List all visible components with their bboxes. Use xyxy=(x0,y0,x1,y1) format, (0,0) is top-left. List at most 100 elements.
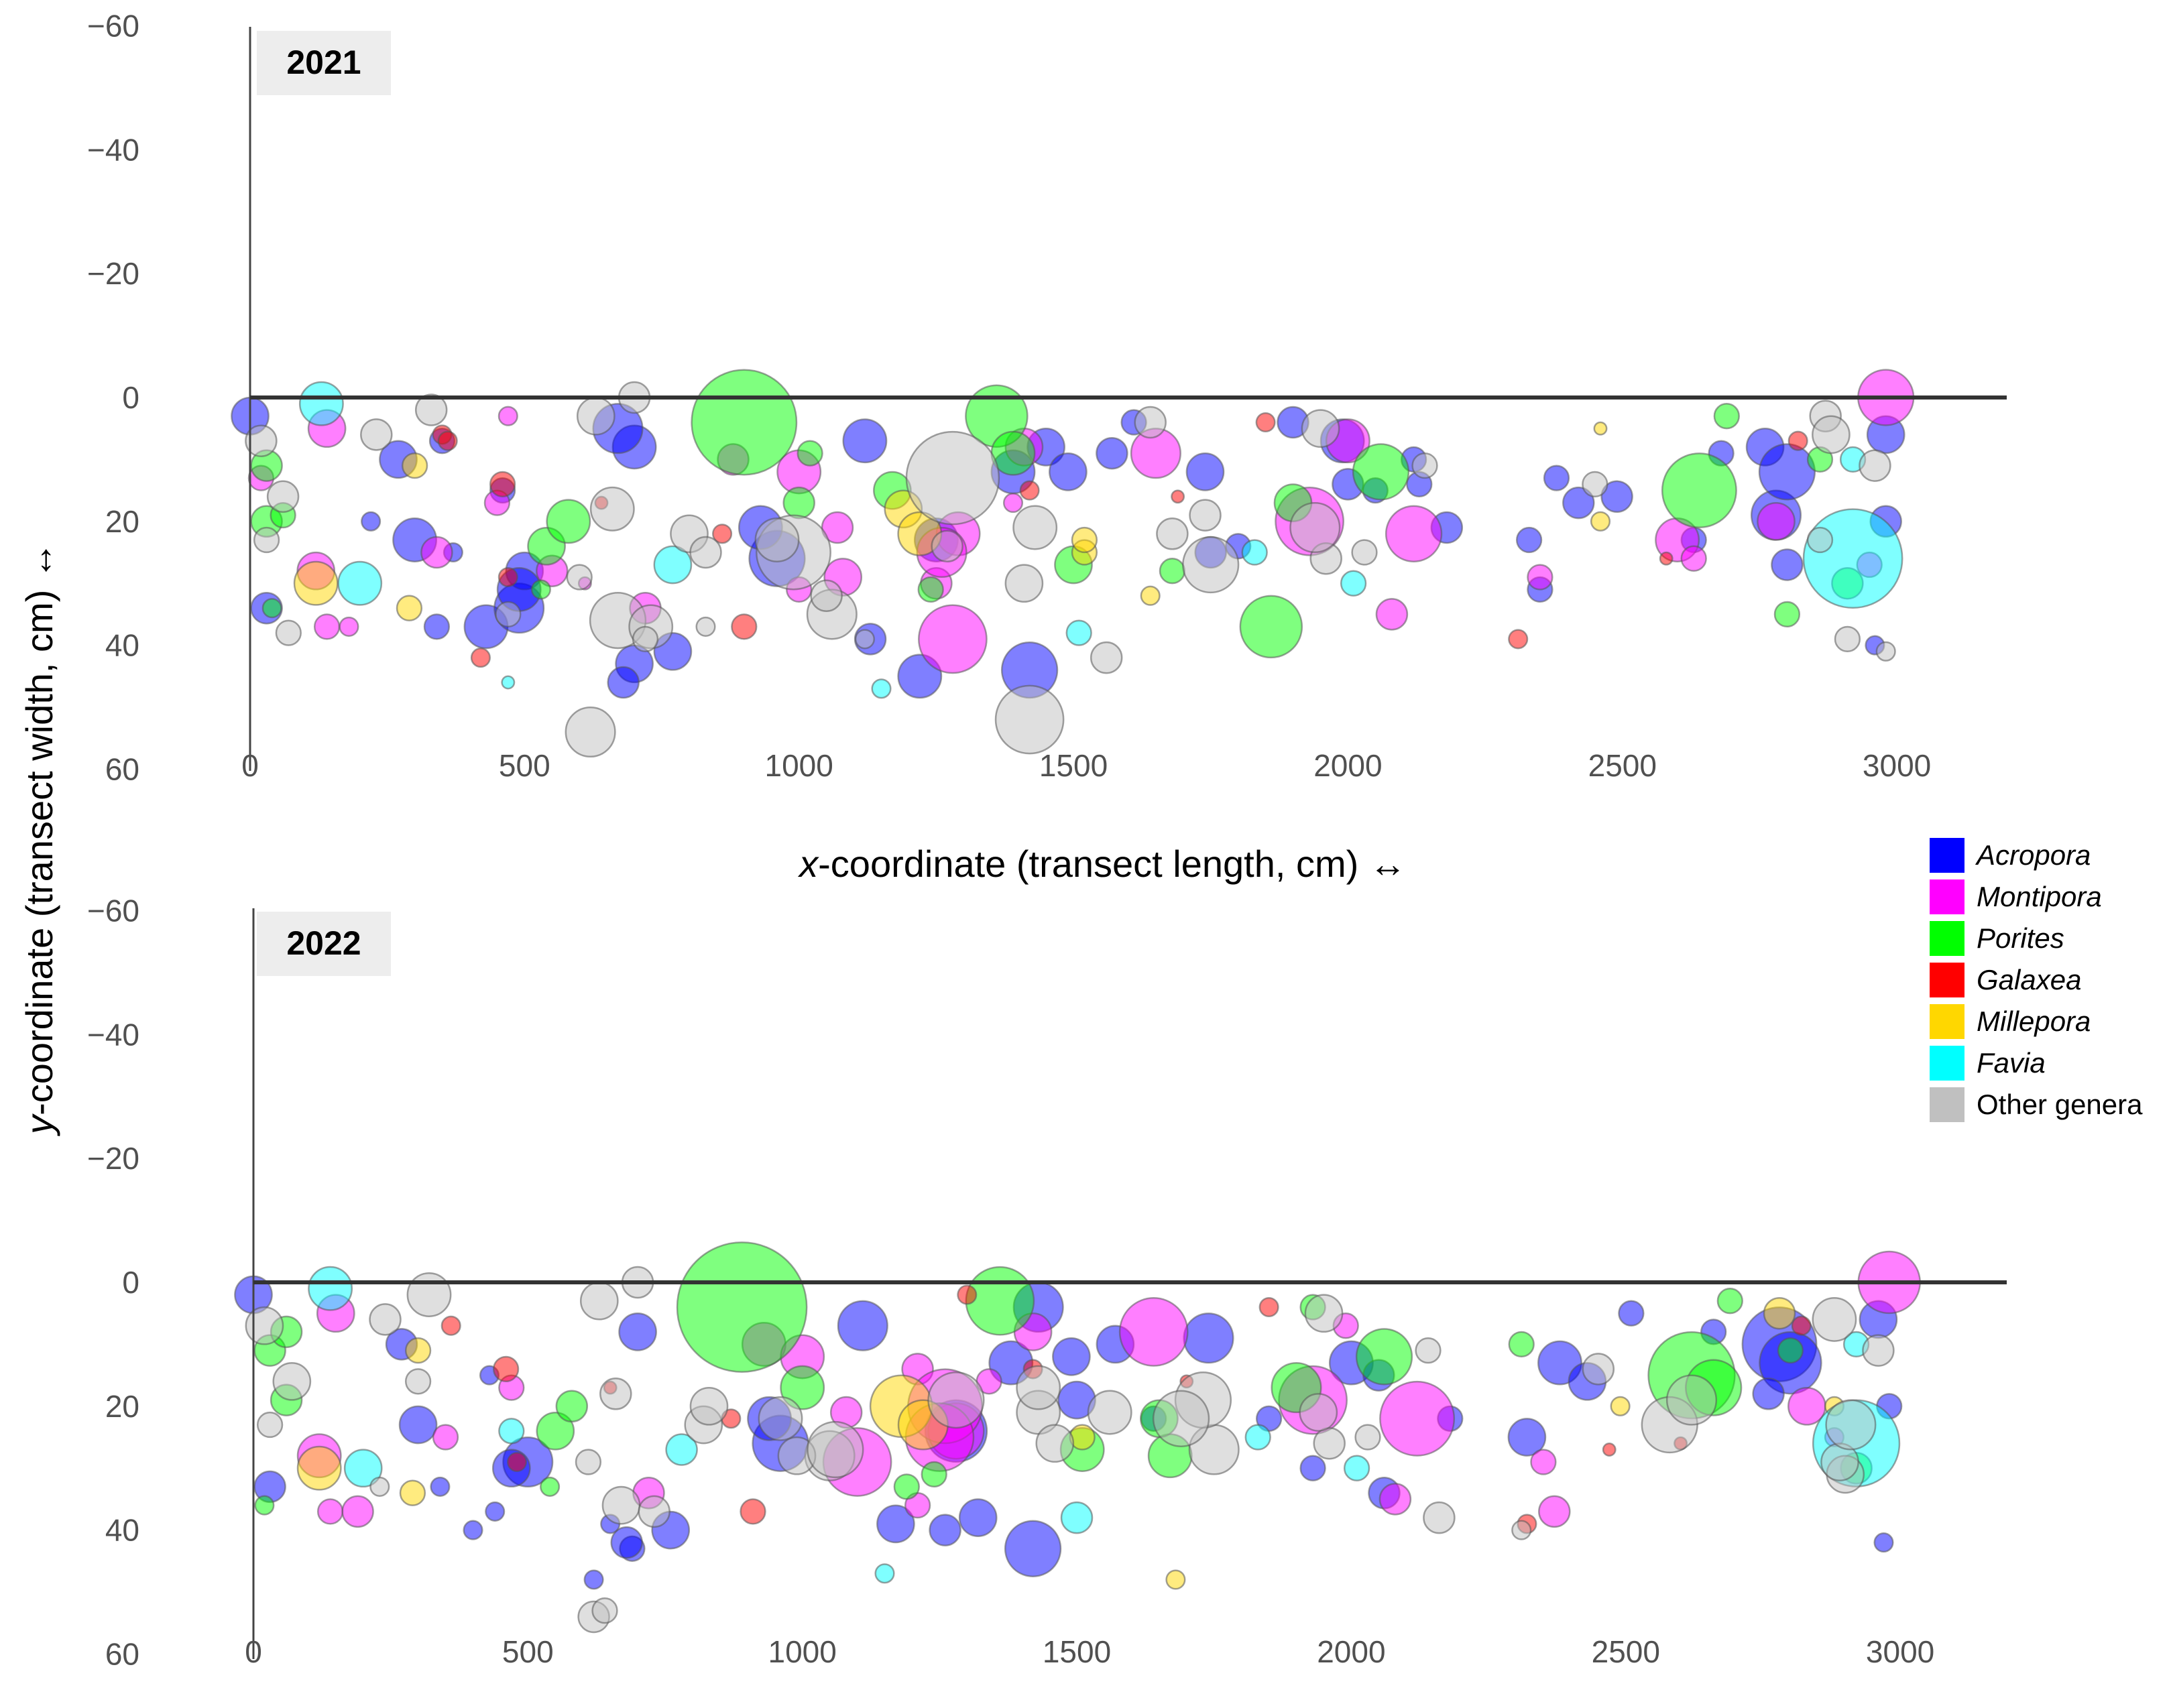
panel-2021-porites-bubble xyxy=(261,598,282,619)
legend-swatch-other-genera xyxy=(1930,1087,1964,1122)
panel-2022-x-tick-label: 500 xyxy=(502,1634,554,1669)
panel-2022-galaxea-bubble xyxy=(1258,1296,1279,1318)
panel-2022-montipora-bubble xyxy=(341,1495,374,1528)
panel-2021-y-tick-label: 0 xyxy=(122,380,139,415)
panel-2022-montipora-bubble xyxy=(1378,1483,1412,1516)
legend-swatch-porites xyxy=(1930,921,1964,956)
panel-2021-acropora-bubble xyxy=(607,666,640,699)
panel-2022-acropora-bubble xyxy=(1873,1532,1894,1553)
panel-2021-other-genera-bubble xyxy=(1189,499,1222,532)
panel-2021-year-label: 2021 xyxy=(286,44,361,81)
panel-2022-y-tick-label: −40 xyxy=(87,1017,139,1052)
panel-2021-millepora-bubble xyxy=(401,452,428,479)
panel-2022-x-tick-label: 0 xyxy=(245,1634,262,1669)
panel-2022-millepora-bubble xyxy=(404,1337,432,1364)
panel-2022-favia-bubble xyxy=(1244,1424,1271,1451)
panel-2022-x-tick-label: 1000 xyxy=(768,1634,837,1669)
panel-2021-other-genera-bubble xyxy=(1301,409,1340,448)
panel-2022-other-genera-bubble xyxy=(1035,1424,1075,1463)
legend-label-favia: Favia xyxy=(1977,1047,2046,1079)
panel-2021-other-genera-bubble xyxy=(1012,505,1058,550)
panel-2021-favia-bubble xyxy=(1340,570,1367,597)
panel-2022-other-genera-bubble xyxy=(1304,1294,1344,1333)
panel-2021-other-genera-bubble xyxy=(994,684,1065,755)
panel-2021-other-genera-bubble xyxy=(1411,452,1438,479)
panel-2022-acropora-bubble xyxy=(610,1526,643,1559)
panel-2022-y-tick-label: −20 xyxy=(87,1141,139,1176)
panel-2022-acropora-bubble xyxy=(1004,1520,1062,1577)
panel-2021-y-tick-label: 20 xyxy=(105,504,139,539)
legend-swatch-acropora xyxy=(1930,838,1964,873)
legend-swatch-montipora xyxy=(1930,879,1964,914)
panel-2021-porites-bubble xyxy=(782,486,815,520)
panel-2022-porites-bubble xyxy=(965,1266,1035,1336)
panel-2022-other-genera-bubble xyxy=(1152,1390,1210,1447)
panel-2022-other-genera-bubble xyxy=(758,1396,803,1441)
panel-2022-galaxea-bubble xyxy=(492,1355,520,1383)
panel-2021-acropora-bubble xyxy=(842,418,888,464)
panel-2022-other-genera-bubble xyxy=(1299,1393,1338,1432)
panel-2021-favia-bubble xyxy=(337,560,383,606)
panel-2022-other-genera-bubble xyxy=(256,1411,284,1439)
panel-2022-galaxea-bubble xyxy=(957,1284,978,1305)
panel-2021-galaxea-bubble xyxy=(1255,412,1276,433)
panel-2022-acropora-bubble xyxy=(1507,1418,1547,1457)
panel-2022-other-genera-bubble xyxy=(369,1476,390,1497)
panel-2021-galaxea-bubble xyxy=(437,430,458,451)
panel-2021-montipora-bubble xyxy=(497,406,518,426)
panel-2021-other-genera-bubble xyxy=(754,517,800,562)
panel-2021-millepora-bubble xyxy=(396,595,423,621)
panel-2021-porites-bubble xyxy=(691,369,798,476)
panel-2022-porites-bubble xyxy=(555,1390,589,1423)
panel-2022-acropora-bubble xyxy=(958,1498,998,1537)
legend-swatch-galaxea xyxy=(1930,963,1964,997)
panel-2022-acropora-bubble xyxy=(1299,1455,1326,1481)
panel-2021-montipora-bubble xyxy=(1002,493,1024,513)
panel-2021-other-genera-bubble xyxy=(1806,526,1834,554)
panel-2021-millepora-bubble xyxy=(1590,511,1611,532)
panel-2022-other-genera-bubble xyxy=(601,1485,641,1525)
panel-2021-other-genera-bubble xyxy=(589,486,635,532)
panel-2022-millepora-bubble xyxy=(399,1479,426,1506)
panel-2021-porites-bubble xyxy=(1239,595,1303,659)
panel-2022-acropora-bubble xyxy=(929,1514,961,1546)
panel-2021-x-tick-label: 2500 xyxy=(1588,748,1657,783)
panel-2022-year-box xyxy=(257,912,391,976)
panel-2022-y-ticks: −60 −40 −20 0 20 40 60 xyxy=(87,894,139,1672)
panel-2022-montipora-bubble xyxy=(1118,1297,1189,1367)
panel-2021-galaxea-bubble xyxy=(712,524,733,544)
panel-2022-year-label: 2022 xyxy=(286,924,361,962)
panel-2022-favia-bubble xyxy=(343,1449,383,1488)
panel-2021-other-genera-bubble xyxy=(905,430,1000,526)
panel-2022-porites-bubble xyxy=(1716,1288,1743,1315)
panel-2021-porites-bubble xyxy=(530,579,551,600)
panel-2022-acropora-bubble xyxy=(583,1569,604,1590)
panel-2021-porites-bubble xyxy=(797,440,823,467)
panel-2022-other-genera-bubble xyxy=(1354,1424,1381,1451)
panel-2022-other-genera-bubble xyxy=(1511,1520,1532,1540)
panel-2021-other-genera-bubble xyxy=(566,564,593,591)
panel-2021-other-genera-bubble xyxy=(360,418,393,451)
panel-2021-acropora-bubble xyxy=(1185,452,1225,491)
x-axis-title-italic: x xyxy=(797,843,819,885)
panel-2021-galaxea-bubble xyxy=(1171,489,1185,504)
panel-2022-montipora-bubble xyxy=(316,1498,344,1525)
panel-2022-other-genera-bubble xyxy=(807,1420,864,1479)
panel-2022-x-tick-label: 1500 xyxy=(1043,1634,1111,1669)
panel-2021-other-genera-bubble xyxy=(1182,536,1240,594)
panel-2021-montipora-bubble xyxy=(1680,545,1707,572)
panel-2021-acropora-bubble xyxy=(1771,548,1804,581)
panel-2022-acropora-bubble xyxy=(1052,1337,1091,1376)
panel-2021-porites-bubble xyxy=(546,499,591,544)
panel-2021-other-genera-bubble xyxy=(1812,415,1851,454)
panel-2022-galaxea-bubble xyxy=(1602,1443,1617,1457)
panel-2022-y-tick-label: 60 xyxy=(105,1636,139,1671)
panel-2022-montipora-bubble xyxy=(1538,1495,1571,1528)
panel-2022-montipora-bubble xyxy=(1379,1380,1456,1457)
panel-2022-other-genera-bubble xyxy=(579,1281,619,1321)
panel-2022-porites-bubble xyxy=(676,1241,808,1373)
panel-2022-acropora-bubble xyxy=(463,1520,483,1540)
panel-2022-porites-bubble xyxy=(780,1365,825,1410)
panel-2022-porites-bubble xyxy=(893,1473,920,1500)
